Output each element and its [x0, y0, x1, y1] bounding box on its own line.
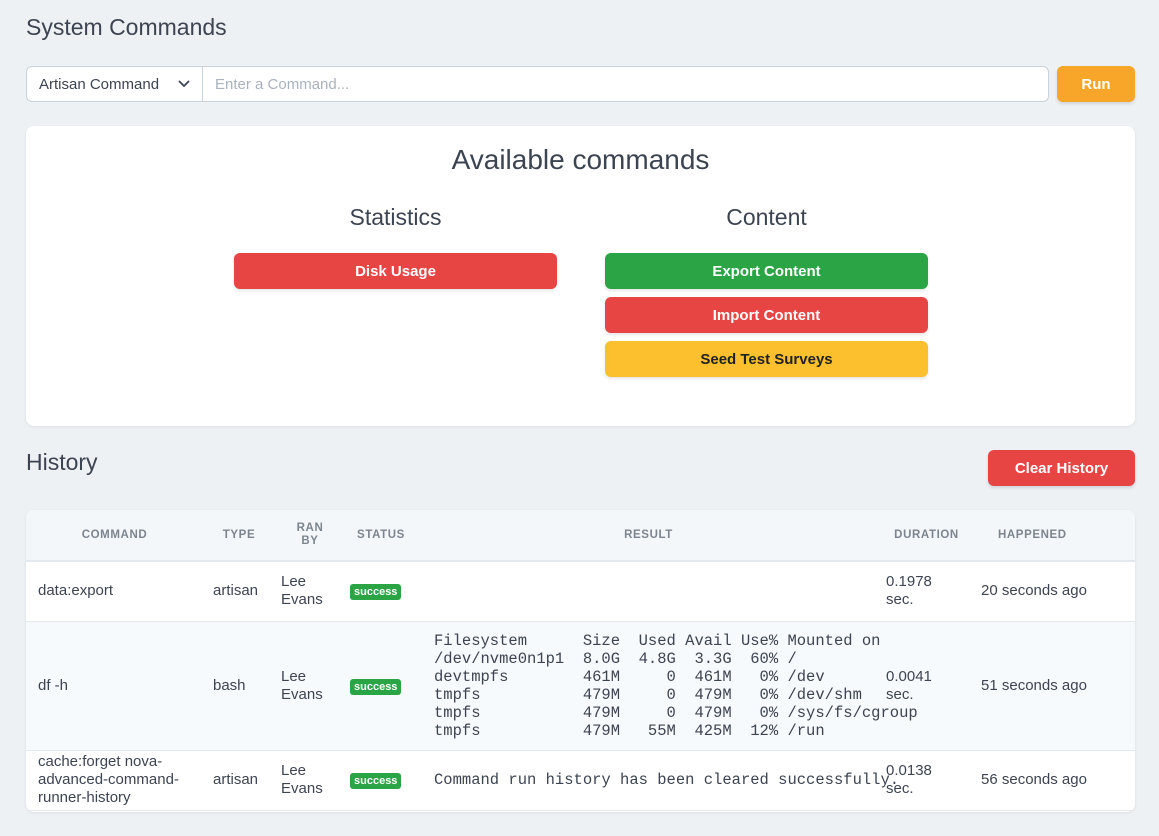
cell-ran-by: Lee Evans	[281, 762, 323, 797]
history-table: COMMAND TYPE RAN BY STATUS RESULT DURATI…	[26, 510, 1135, 812]
cell-status: success	[345, 621, 417, 750]
cell-command: cache:forget nova-advanced-command-runne…	[38, 753, 179, 806]
available-commands-title: Available commands	[451, 144, 710, 175]
export-content-button[interactable]: Export Content	[605, 253, 928, 289]
command-type-select[interactable]: Artisan Command	[26, 66, 203, 102]
status-badge: success	[350, 584, 402, 601]
cell-happened: 51 seconds ago	[981, 676, 1087, 694]
statistics-group: Statistics Disk Usage	[234, 204, 557, 297]
cell-command: data:export	[38, 582, 114, 600]
cell-happened: 20 seconds ago	[981, 582, 1087, 600]
table-row: df -h bash Lee Evans success Filesystem …	[26, 621, 1135, 750]
content-title: Content	[726, 204, 807, 230]
cell-duration: 0.0041 sec.	[886, 667, 932, 703]
table-row: data:export artisan Lee Evans success 0.…	[26, 561, 1135, 621]
cell-command: df -h	[38, 676, 69, 694]
command-input[interactable]	[203, 66, 1049, 102]
available-commands-card: Available commands Statistics Disk Usage…	[26, 126, 1135, 426]
result-output: Filesystem Size Used Avail Use% Mounted …	[434, 631, 918, 740]
chevron-down-icon	[178, 80, 190, 88]
command-type-value: Artisan Command	[39, 75, 160, 93]
column-header-duration[interactable]: DURATION	[894, 528, 959, 541]
column-header-ran-by[interactable]: RAN BY	[296, 522, 324, 547]
cell-type: artisan	[213, 771, 259, 788]
column-header-status[interactable]: STATUS	[357, 528, 405, 541]
cell-duration: 0.0138 sec.	[886, 762, 932, 797]
table-header-row: COMMAND TYPE RAN BY STATUS RESULT DURATI…	[26, 510, 1135, 561]
cell-type: artisan	[213, 582, 259, 600]
seed-test-surveys-button[interactable]: Seed Test Surveys	[605, 341, 928, 377]
page-title: System Commands	[26, 14, 227, 40]
cell-duration: 0.1978 sec.	[886, 573, 932, 609]
column-header-result[interactable]: RESULT	[624, 528, 673, 541]
status-badge: success	[350, 773, 402, 789]
statistics-title: Statistics	[349, 204, 442, 230]
clear-history-button[interactable]: Clear History	[988, 450, 1135, 486]
disk-usage-button[interactable]: Disk Usage	[234, 253, 557, 289]
run-button[interactable]: Run	[1057, 66, 1135, 102]
cell-type: bash	[213, 676, 246, 694]
cell-ran-by: Lee Evans	[281, 573, 323, 609]
status-badge: success	[350, 678, 402, 695]
table-row: cache:forget nova-advanced-command-runne…	[26, 750, 1135, 810]
cell-happened: 56 seconds ago	[981, 771, 1087, 788]
command-bar: Artisan Command Run	[26, 66, 1135, 102]
cell-ran-by: Lee Evans	[281, 667, 323, 703]
cell-result: Filesystem Size Used Avail Use% Mounted …	[417, 621, 918, 750]
cell-status: success	[345, 561, 417, 621]
cell-result	[417, 561, 880, 621]
cell-result: Command run history has been cleared suc…	[417, 750, 900, 810]
cell-status: success	[345, 750, 417, 810]
result-output: Command run history has been cleared suc…	[434, 771, 900, 789]
content-group: Content Export Content Import Content Se…	[605, 204, 928, 385]
column-header-command[interactable]: COMMAND	[81, 528, 148, 541]
history-title: History	[26, 449, 98, 475]
column-header-type[interactable]: TYPE	[222, 528, 256, 541]
column-header-happened[interactable]: HAPPENED	[998, 528, 1067, 541]
import-content-button[interactable]: Import Content	[605, 297, 928, 333]
